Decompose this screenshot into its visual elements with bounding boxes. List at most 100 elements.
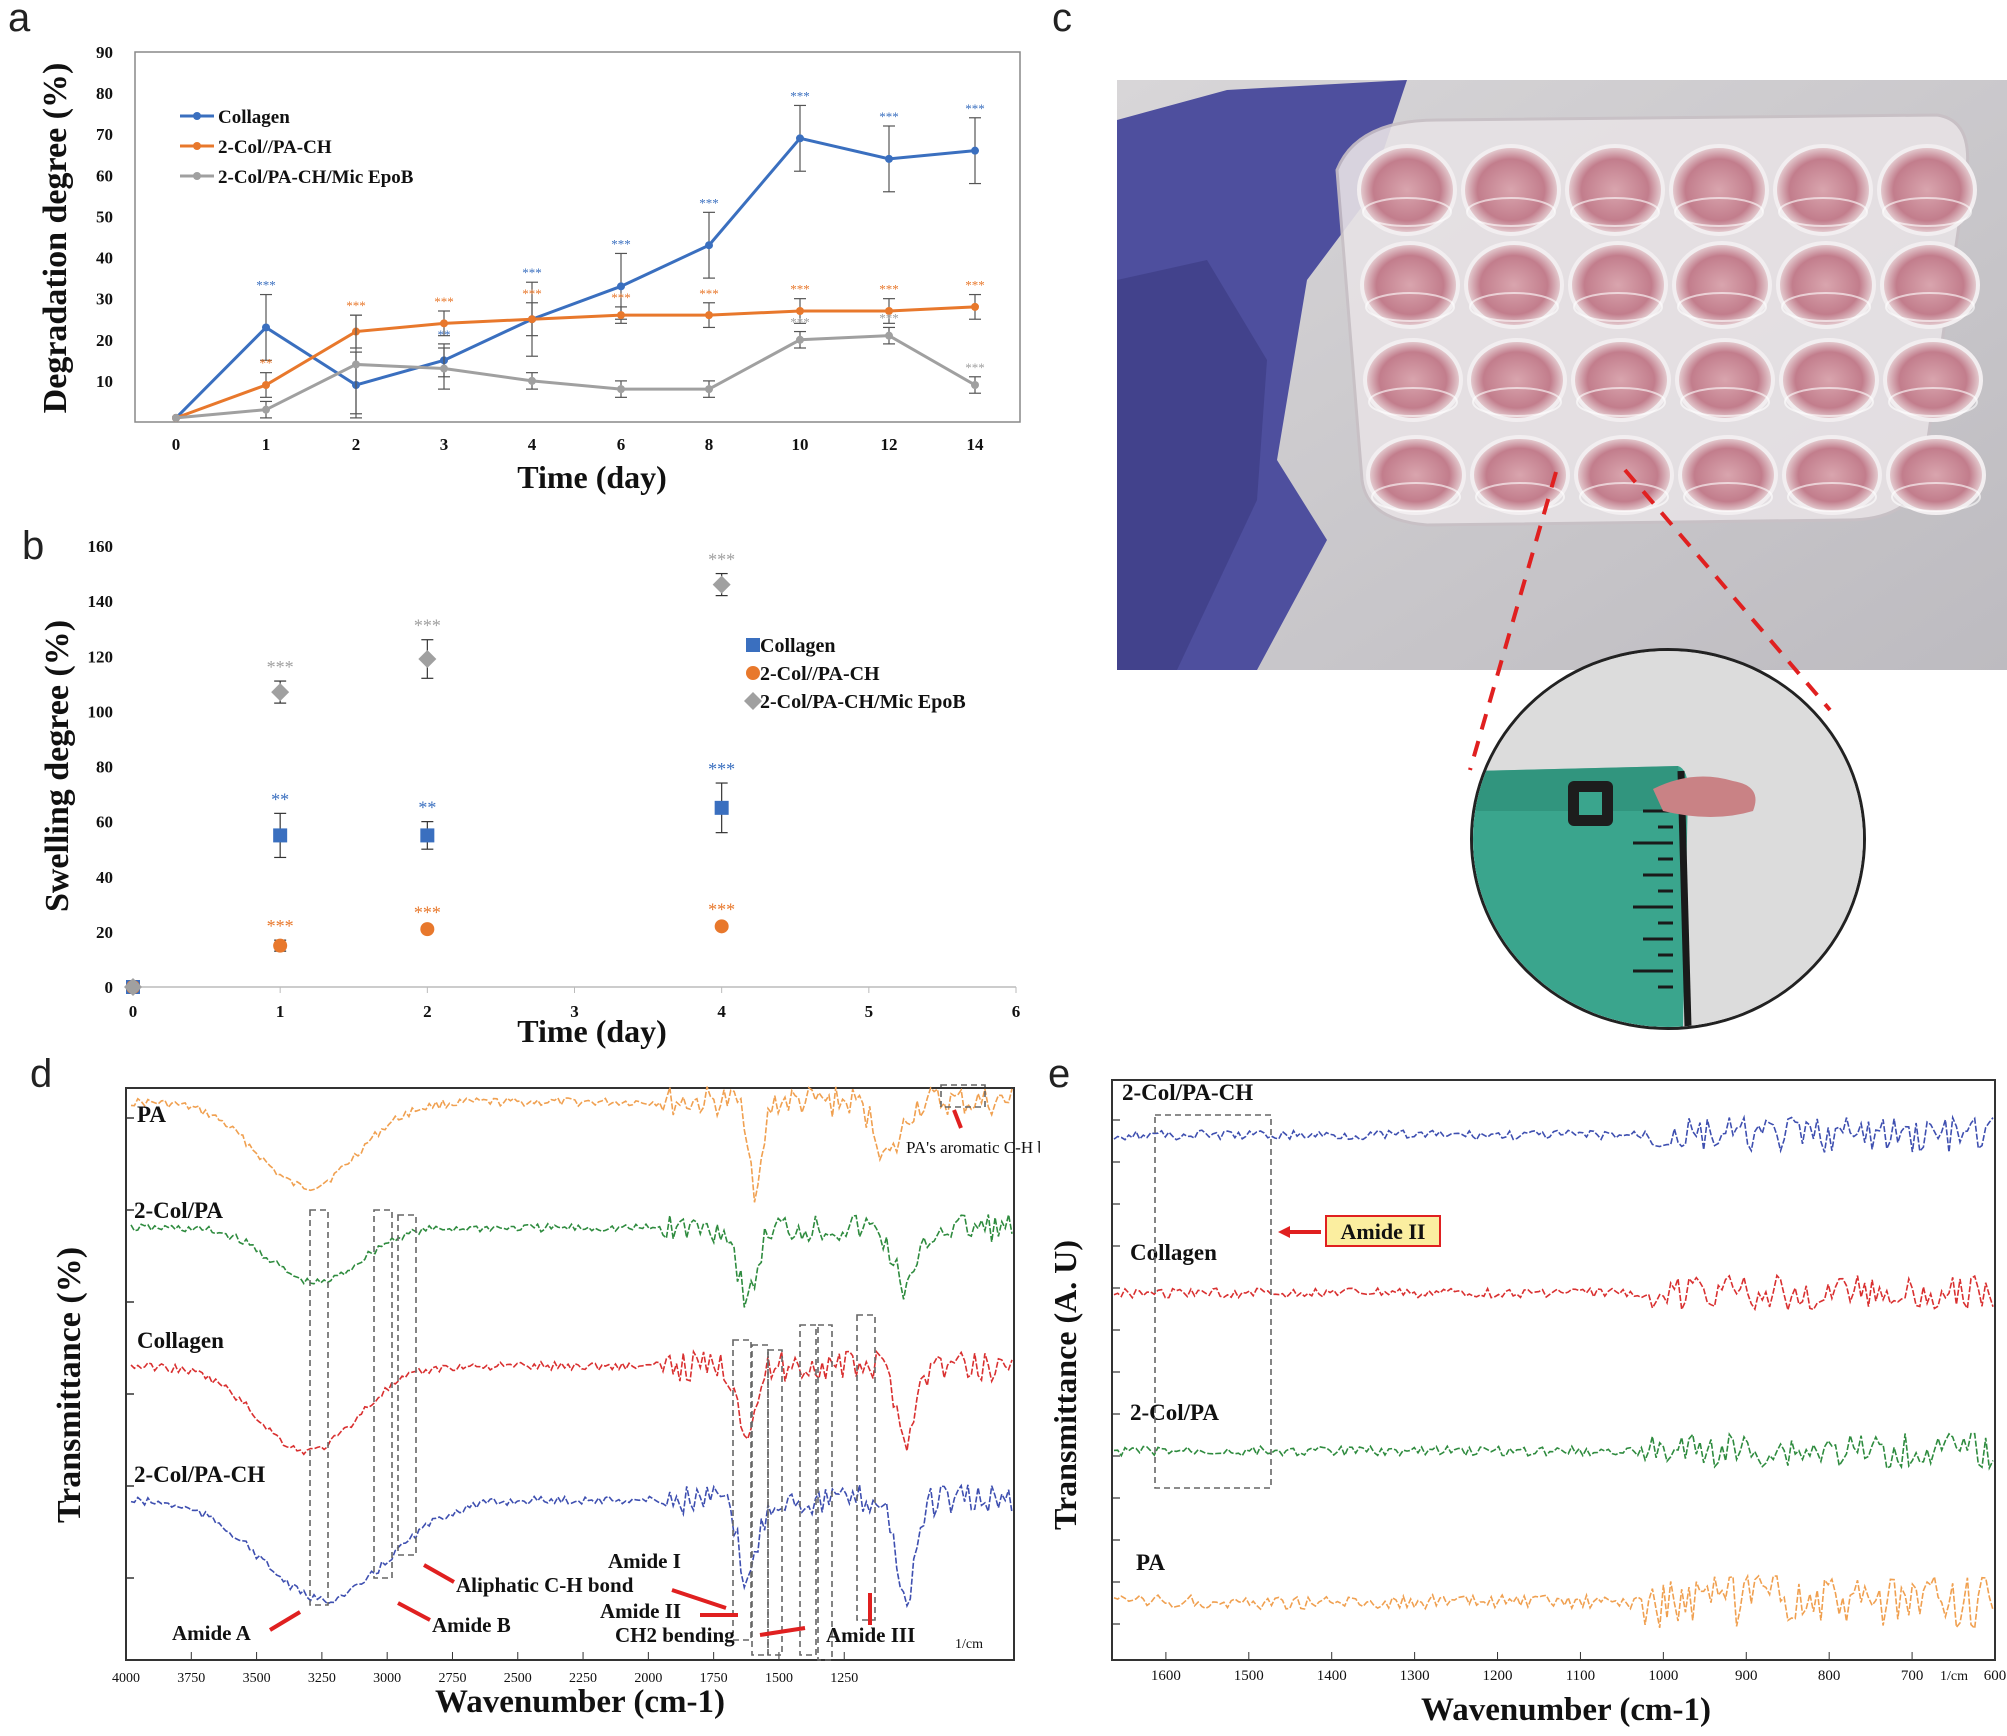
spectrum-line [130, 1214, 1013, 1308]
well-rim [1680, 387, 1770, 417]
y-tick-label: 40 [96, 868, 113, 887]
x-tick-label: 6 [1012, 1002, 1021, 1021]
well [1678, 435, 1778, 515]
well-rim [1778, 197, 1868, 227]
scaffold-closeup-photo [1470, 648, 1866, 1030]
spectrum-line [130, 1483, 1013, 1609]
x-tick-label: 10 [792, 435, 809, 454]
annotation-arrow [671, 1588, 727, 1610]
well [1568, 241, 1668, 329]
well-rim [1362, 197, 1452, 227]
well [1464, 241, 1564, 329]
well [1360, 241, 1460, 329]
legend-marker [744, 692, 762, 710]
y-tick-label: 80 [96, 84, 113, 103]
annotation-arrow [423, 1563, 455, 1584]
well-rim [1787, 482, 1877, 512]
data-point [617, 282, 625, 291]
legend-label: 2-Col/PA-CH/Mic EpoB [218, 167, 414, 188]
y-tick-label: 40 [96, 249, 113, 268]
x-tick-label: 1200 [1483, 1668, 1513, 1684]
x-tick-label: 1300 [1400, 1668, 1430, 1684]
y-tick-label: 160 [88, 537, 114, 556]
zoom-line-left [1468, 471, 1558, 771]
significance-label: *** [346, 298, 366, 313]
x-tick-label: 0 [172, 435, 181, 454]
data-point [885, 307, 893, 315]
spectrum-line [1113, 1432, 1994, 1471]
x-tick-label: 1 [262, 435, 271, 454]
data-point [528, 376, 536, 385]
x-tick-label: 3500 [243, 1671, 271, 1686]
x-axis-label: Time (day) [517, 459, 667, 495]
y-tick-label: 60 [96, 166, 113, 185]
spectrum-label: Collagen [137, 1328, 224, 1353]
x-tick-label: 14 [967, 435, 985, 454]
glove-shade [1117, 260, 1267, 670]
y-tick-label: 140 [88, 592, 114, 611]
well [1363, 338, 1463, 422]
series-line [175, 334, 976, 420]
significance-label: *** [708, 759, 735, 779]
significance-label: *** [267, 657, 294, 677]
data-point [971, 381, 979, 389]
well-rim [1365, 292, 1455, 322]
significance-label: *** [790, 282, 810, 297]
y-axis-label: Transmittance (A. U) [1047, 1240, 1083, 1530]
legend-label: 2-Col/PA-CH/Mic EpoB [760, 691, 966, 713]
wells [1357, 144, 1986, 515]
well [1467, 338, 1567, 422]
data-point [712, 575, 731, 594]
x-tick-label: 1 [276, 1002, 285, 1021]
well [1877, 144, 1977, 236]
significance-label: *** [414, 616, 441, 636]
well [1883, 338, 1983, 422]
well-rim [1466, 197, 1556, 227]
x-tick-label: 2 [423, 1002, 432, 1021]
highlight-box [767, 1349, 783, 1656]
x-tick-label: 1750 [700, 1671, 728, 1686]
annotation-amide-a: Amide A [172, 1621, 252, 1645]
y-tick-label: 0 [105, 978, 114, 997]
x-tick-label: 8 [705, 435, 714, 454]
well [1672, 241, 1772, 329]
annotation-arrow [268, 1610, 302, 1632]
data-point [796, 335, 804, 344]
swelling-chart: 0 20 40 60 80 100 120 140 160 0 1 2 3 4 5 6 Time (day) Sw… [39, 537, 1021, 1049]
data-point [971, 146, 979, 155]
significance-label: *** [708, 550, 735, 570]
data-point [262, 405, 270, 414]
legend-marker [746, 666, 760, 680]
x-tick-label: 2500 [504, 1671, 532, 1686]
well-rim [1469, 292, 1559, 322]
data-point [273, 828, 288, 843]
data-point [885, 331, 893, 340]
y-tick-label: 70 [96, 125, 113, 144]
panel-label-a: a [8, 0, 31, 40]
x-tick-label: 1500 [765, 1671, 793, 1686]
data-point [273, 938, 288, 953]
legend-label: Collagen [218, 107, 290, 128]
significance-label: *** [879, 282, 899, 297]
x-tick-label: 2750 [438, 1671, 466, 1686]
x-tick-label: 2000 [634, 1671, 662, 1686]
x-tick-label: 4 [717, 1002, 726, 1021]
well-rim [1371, 482, 1461, 512]
x-axis-label: Wavenumber (cm-1) [435, 1684, 725, 1720]
x-tick-label: 6 [617, 435, 626, 454]
x-tick-label: 3000 [373, 1671, 401, 1686]
data-point [885, 154, 893, 163]
significance-label: *** [965, 360, 985, 375]
legend-label: Collagen [760, 635, 836, 657]
well [1357, 144, 1457, 236]
x-tick-label: 0 [129, 1002, 138, 1021]
x-tick-label: 700 [1901, 1668, 1924, 1684]
annotation-arrow [397, 1601, 431, 1622]
well-rim [1781, 292, 1871, 322]
well-rim [1882, 197, 1972, 227]
well [1675, 338, 1775, 422]
x-tick-label: 800 [1818, 1668, 1841, 1684]
highlight-box [751, 1344, 769, 1656]
ftir-chart: 4000 3750 3500 3250 3000 2750 2500 2250 2000 1750… [51, 1084, 1040, 1720]
